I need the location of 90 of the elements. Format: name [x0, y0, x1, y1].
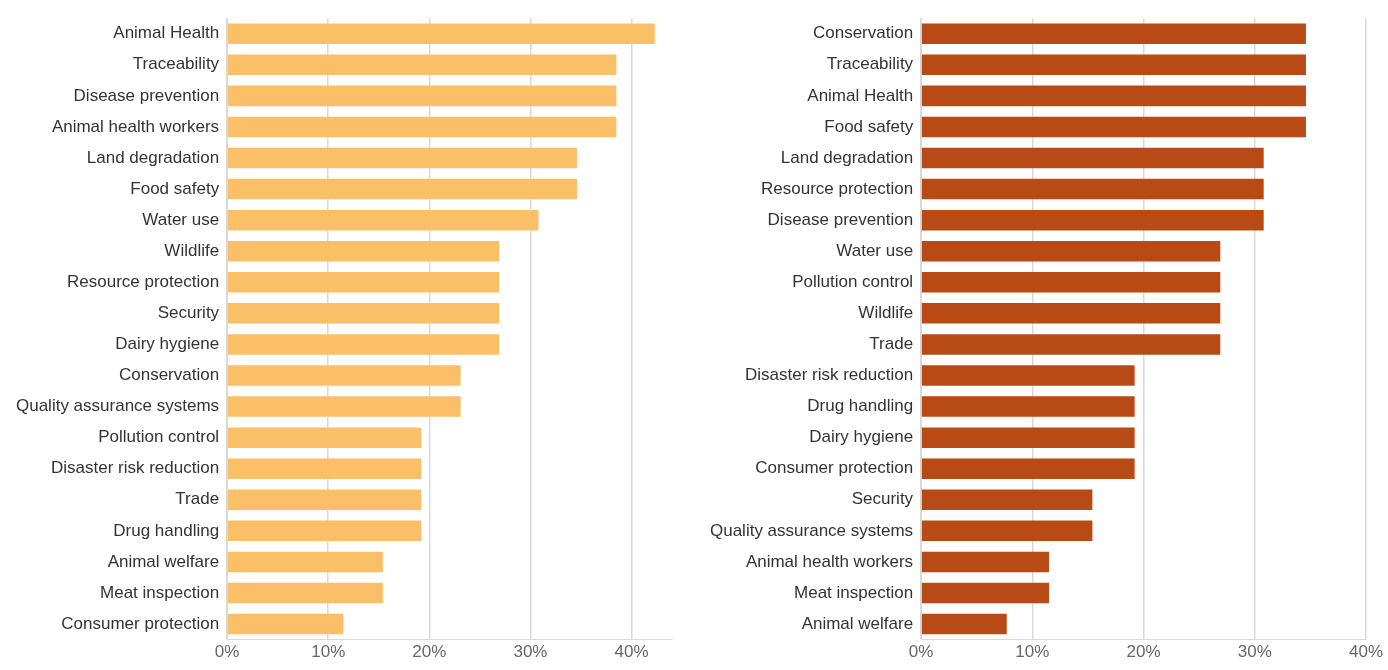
y-tick-label: Meat inspection [794, 582, 914, 602]
bar [921, 116, 1306, 138]
y-tick-label: Wildlife [164, 240, 220, 260]
y-tick-label: Disease prevention [73, 85, 220, 105]
y-tick-label: Wildlife [858, 303, 914, 323]
y-tick-label: Water use [142, 209, 220, 229]
y-tick-label: Meat inspection [100, 582, 220, 602]
y-tick-label: Resource protection [66, 271, 220, 291]
y-tick-label: Disaster risk reduction [50, 458, 220, 478]
bar [921, 209, 1264, 231]
x-tick-label: 30% [513, 642, 548, 662]
bar [227, 209, 539, 231]
bar [227, 178, 577, 200]
y-tick-label: Quality assurance systems [709, 520, 914, 540]
x-tick-label: 10% [311, 642, 346, 662]
y-tick-label: Disease prevention [767, 209, 914, 229]
y-tick-label: Dairy hygiene [809, 427, 914, 447]
y-tick-label: Land degradation [86, 147, 220, 167]
y-tick-label: Pollution control [792, 271, 914, 291]
y-tick-label: Conservation [118, 365, 220, 385]
bar [227, 240, 500, 262]
bar [227, 334, 500, 355]
y-tick-label: Land degradation [780, 147, 914, 167]
y-tick-label: Quality assurance systems [15, 396, 220, 416]
bar [227, 85, 617, 107]
y-tick-label: Trade [869, 334, 914, 354]
y-tick-label: Drug handling [113, 520, 220, 540]
bar [921, 520, 1093, 542]
bar [227, 272, 500, 293]
bar [921, 551, 1050, 573]
bar [227, 365, 461, 386]
bar [227, 427, 422, 448]
y-tick-label: Drug handling [807, 396, 914, 416]
y-tick-label: Animal welfare [801, 613, 914, 633]
x-tick-label: 20% [1126, 642, 1161, 662]
y-tick-label: Food safety [824, 116, 914, 136]
bar [227, 520, 422, 542]
bar [227, 303, 500, 324]
y-tick-label: Animal health workers [745, 551, 914, 571]
y-tick-label: Pollution control [98, 427, 220, 447]
x-tick-label: 30% [1237, 642, 1272, 662]
bar [921, 54, 1306, 76]
y-tick-label: Traceability [132, 54, 220, 74]
bar [921, 147, 1264, 169]
y-tick-label: Consumer protection [755, 458, 914, 478]
y-tick-label: Water use [836, 240, 914, 260]
bar [227, 551, 383, 573]
bar [921, 334, 1221, 355]
y-tick-label: Conservation [812, 23, 914, 43]
bar [921, 489, 1093, 511]
bar [227, 458, 422, 479]
y-tick-label: Animal Health [807, 85, 914, 105]
bar [921, 365, 1135, 386]
bar [921, 272, 1221, 293]
bar [921, 303, 1221, 324]
y-tick-label: Disaster risk reduction [744, 365, 914, 385]
bar [921, 396, 1135, 417]
x-tick-label: 40% [1348, 642, 1384, 662]
x-tick-label: 10% [1015, 642, 1050, 662]
y-tick-label: Food safety [130, 178, 220, 198]
bar [921, 23, 1306, 44]
bar [921, 458, 1135, 479]
bar [921, 178, 1264, 200]
bar [227, 396, 461, 417]
bar [921, 613, 1007, 635]
bar [227, 23, 655, 44]
bar [227, 54, 617, 76]
y-tick-label: Trade [175, 489, 220, 509]
x-tick-label: 20% [412, 642, 447, 662]
bar [921, 85, 1306, 107]
y-tick-label: Consumer protection [61, 613, 220, 633]
bar [921, 427, 1135, 448]
bar [227, 582, 383, 604]
bar [227, 613, 344, 635]
x-tick-label: 0% [214, 642, 240, 662]
y-tick-label: Animal welfare [107, 551, 220, 571]
bar [227, 116, 617, 138]
bar [921, 582, 1050, 604]
x-tick-label: 40% [614, 642, 649, 662]
y-tick-label: Animal health workers [51, 116, 220, 136]
y-tick-label: Resource protection [760, 178, 914, 198]
y-tick-label: Security [851, 489, 914, 509]
x-tick-label: 0% [908, 642, 934, 662]
y-tick-label: Animal Health [113, 23, 220, 43]
y-tick-label: Security [157, 303, 220, 323]
y-tick-label: Traceability [826, 54, 914, 74]
bar [227, 489, 422, 511]
y-tick-label: Dairy hygiene [115, 334, 220, 354]
bar [227, 147, 577, 169]
bar [921, 240, 1221, 262]
